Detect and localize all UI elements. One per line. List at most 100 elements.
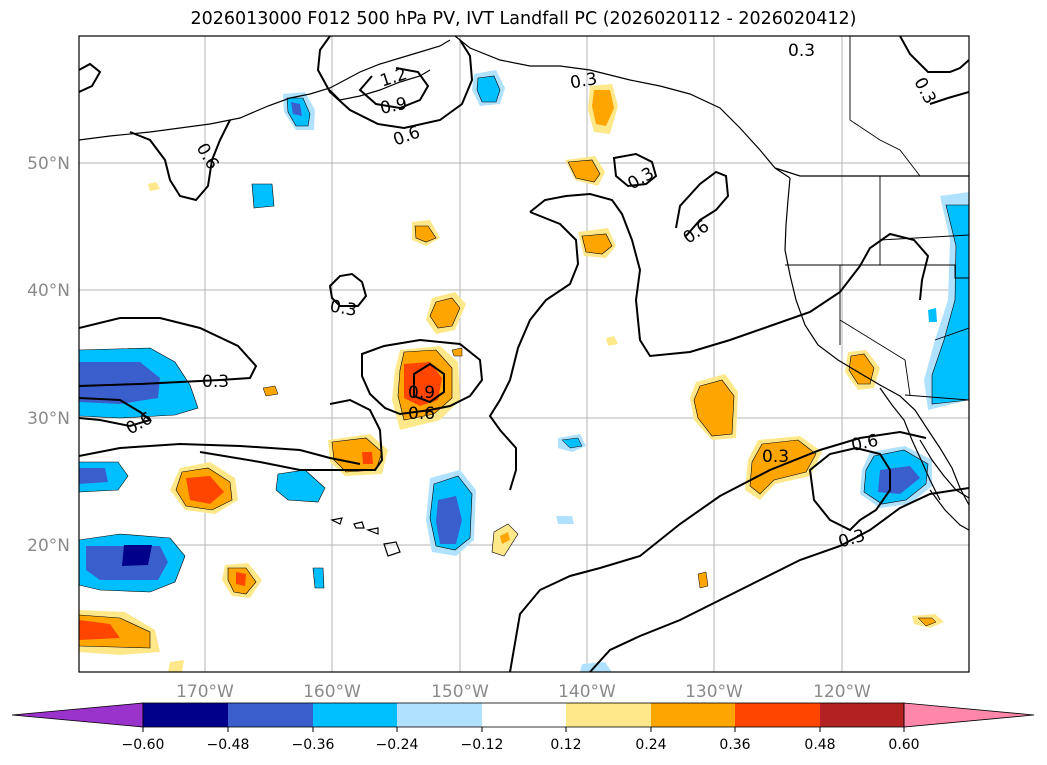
contour-line [328,272,368,307]
positive-anomaly [362,452,373,464]
contour-line [79,62,102,93]
positive-anomaly [186,476,224,504]
colorbar-tick-label: −0.60 [122,737,165,753]
colorbar-frame [142,702,905,728]
contour-line [675,170,730,237]
positive-anomaly [79,620,120,640]
colorbar-tick-label: −0.36 [292,737,335,753]
lon-labels: 170°W 160°W 150°W 140°W 130°W 120°W [176,682,871,702]
contour-line [358,67,430,110]
colorbar-extend-high [903,702,1035,728]
positive-anomaly [567,159,601,183]
positive-anomaly [693,379,735,437]
positive-anomaly [168,660,184,672]
negative-anomaly [122,545,152,566]
contour-line [529,192,930,358]
positive-anomaly [148,182,160,191]
positive-anomaly [500,532,510,544]
coastlines [79,36,969,557]
contour-line [316,36,474,130]
contour-label: 0.3 [569,69,599,93]
lon-label: 150°W [431,682,489,702]
positive-anomaly [429,297,461,329]
colorbar-tick-label: 0.24 [635,737,666,753]
shaded-fields [79,70,969,672]
positive-anomaly [697,571,709,589]
lon-label: 140°W [558,682,616,702]
contour-line [79,442,361,465]
negative-anomaly [291,102,302,116]
lat-label: 20°N [27,536,70,556]
map-frame [78,35,970,673]
positive-anomaly [749,439,817,495]
contour-line [361,338,484,416]
colorbar-tick-label: 0.48 [804,737,835,753]
contour-label: 0.3 [788,41,815,61]
colorbar-segment [651,703,735,727]
colorbar-tick-label: 0.12 [550,737,581,753]
lon-label: 130°W [685,682,743,702]
contour-line [413,362,445,404]
positive-anomaly [414,225,437,243]
contour-line [929,91,969,105]
lat-label: 50°N [27,154,70,174]
colorbar-tick-label: −0.12 [461,737,504,753]
map-title: 2026013000 F012 500 hPa PV, IVT Landfall… [190,9,857,29]
contour-label: 0.3 [202,372,229,392]
colorbar-segment [143,703,228,727]
colorbar-segment [482,703,566,727]
positive-anomaly [917,617,937,627]
map-panel [79,36,969,672]
negative-anomaly [556,516,574,524]
contour-line [199,398,384,471]
contour-label: 0.3 [328,297,358,321]
contour-label: 0.6 [408,404,435,424]
lon-label: 160°W [303,682,361,702]
negative-anomaly [79,362,160,404]
contour-line [129,119,231,202]
colorbar-tick-label: 0.60 [888,737,919,753]
colorbar-segment [313,703,397,727]
negative-anomaly [476,75,501,103]
negative-anomaly [878,466,920,494]
negative-anomaly [561,437,583,449]
contour-label: 0.3 [762,447,789,467]
contour-line [612,152,658,188]
colorbar-tick-label: 0.36 [719,737,750,753]
lat-label: 40°N [27,281,70,301]
negative-anomaly [79,468,108,484]
contour-line [79,397,153,428]
contour-line [488,211,580,491]
contour-label: 0.9 [408,383,435,403]
lon-label: 170°W [176,682,234,702]
negative-anomaly [580,662,612,672]
colorbar-segment [820,703,904,727]
negative-anomaly [312,567,325,589]
colorbar-segment [566,703,651,727]
positive-anomaly [262,385,279,397]
contour-line [589,487,969,672]
lat-labels: 50°N 40°N 30°N 20°N [27,154,70,556]
contour-line [899,36,969,73]
negative-anomaly [436,496,462,544]
colorbar-tick-label: −0.48 [207,737,250,753]
colorbar-segment [397,703,482,727]
negative-anomaly [251,183,275,209]
lat-label: 30°N [27,409,70,429]
colorbar-extend-low [11,702,144,728]
positive-anomaly [581,233,613,255]
positive-anomaly [592,90,614,126]
graticule [79,36,969,672]
contour-line [79,317,258,387]
pv-contours [79,36,969,672]
negative-anomaly [931,204,969,405]
lon-label: 120°W [813,682,871,702]
colorbar-tick-label: −0.24 [376,737,419,753]
positive-anomaly [606,336,618,346]
colorbar-segment [735,703,820,727]
colorbar-segment [228,703,313,727]
colorbar: −0.60 −0.48 −0.36 −0.24 −0.12 0.12 0.24 … [11,702,1035,753]
negative-anomaly [928,308,937,322]
contour-line [808,446,891,532]
